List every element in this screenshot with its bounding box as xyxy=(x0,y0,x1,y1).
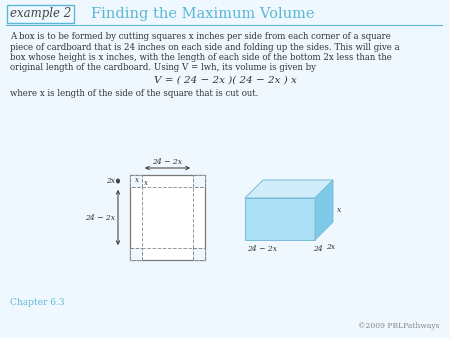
Bar xyxy=(142,187,193,248)
Text: Finding the Maximum Volume: Finding the Maximum Volume xyxy=(91,7,315,21)
FancyBboxPatch shape xyxy=(7,5,74,23)
Text: 2x: 2x xyxy=(326,243,335,251)
Text: Chapter 6.3: Chapter 6.3 xyxy=(10,298,64,307)
Polygon shape xyxy=(245,198,315,240)
Bar xyxy=(130,175,205,260)
Bar xyxy=(130,248,142,260)
Polygon shape xyxy=(315,180,333,240)
Text: ©2009 PBLPathways: ©2009 PBLPathways xyxy=(359,322,440,330)
Text: 24 − 2x: 24 − 2x xyxy=(85,214,115,221)
Text: 24 − 2x: 24 − 2x xyxy=(153,158,183,166)
Bar xyxy=(130,175,142,187)
Text: 2x: 2x xyxy=(106,177,115,185)
Text: example 2: example 2 xyxy=(10,7,71,21)
Text: A box is to be formed by cutting squares x inches per side from each corner of a: A box is to be formed by cutting squares… xyxy=(10,32,391,41)
Bar xyxy=(193,175,205,187)
Text: 24: 24 xyxy=(313,245,323,253)
Text: original length of the cardboard. Using V = lwh, its volume is given by: original length of the cardboard. Using … xyxy=(10,64,316,72)
Text: box whose height is x inches, with the length of each side of the bottom 2x less: box whose height is x inches, with the l… xyxy=(10,53,392,62)
Bar xyxy=(193,248,205,260)
Text: V = ( 24 − 2x )( 24 − 2x ) x: V = ( 24 − 2x )( 24 − 2x ) x xyxy=(153,76,297,85)
Text: piece of cardboard that is 24 inches on each side and folding up the sides. This: piece of cardboard that is 24 inches on … xyxy=(10,43,400,51)
Text: where x is length of the side of the square that is cut out.: where x is length of the side of the squ… xyxy=(10,89,258,98)
Text: 24 − 2x: 24 − 2x xyxy=(247,245,277,253)
Polygon shape xyxy=(245,180,333,198)
Text: x: x xyxy=(135,176,139,184)
Text: x: x xyxy=(144,179,148,187)
Text: x: x xyxy=(337,206,341,214)
